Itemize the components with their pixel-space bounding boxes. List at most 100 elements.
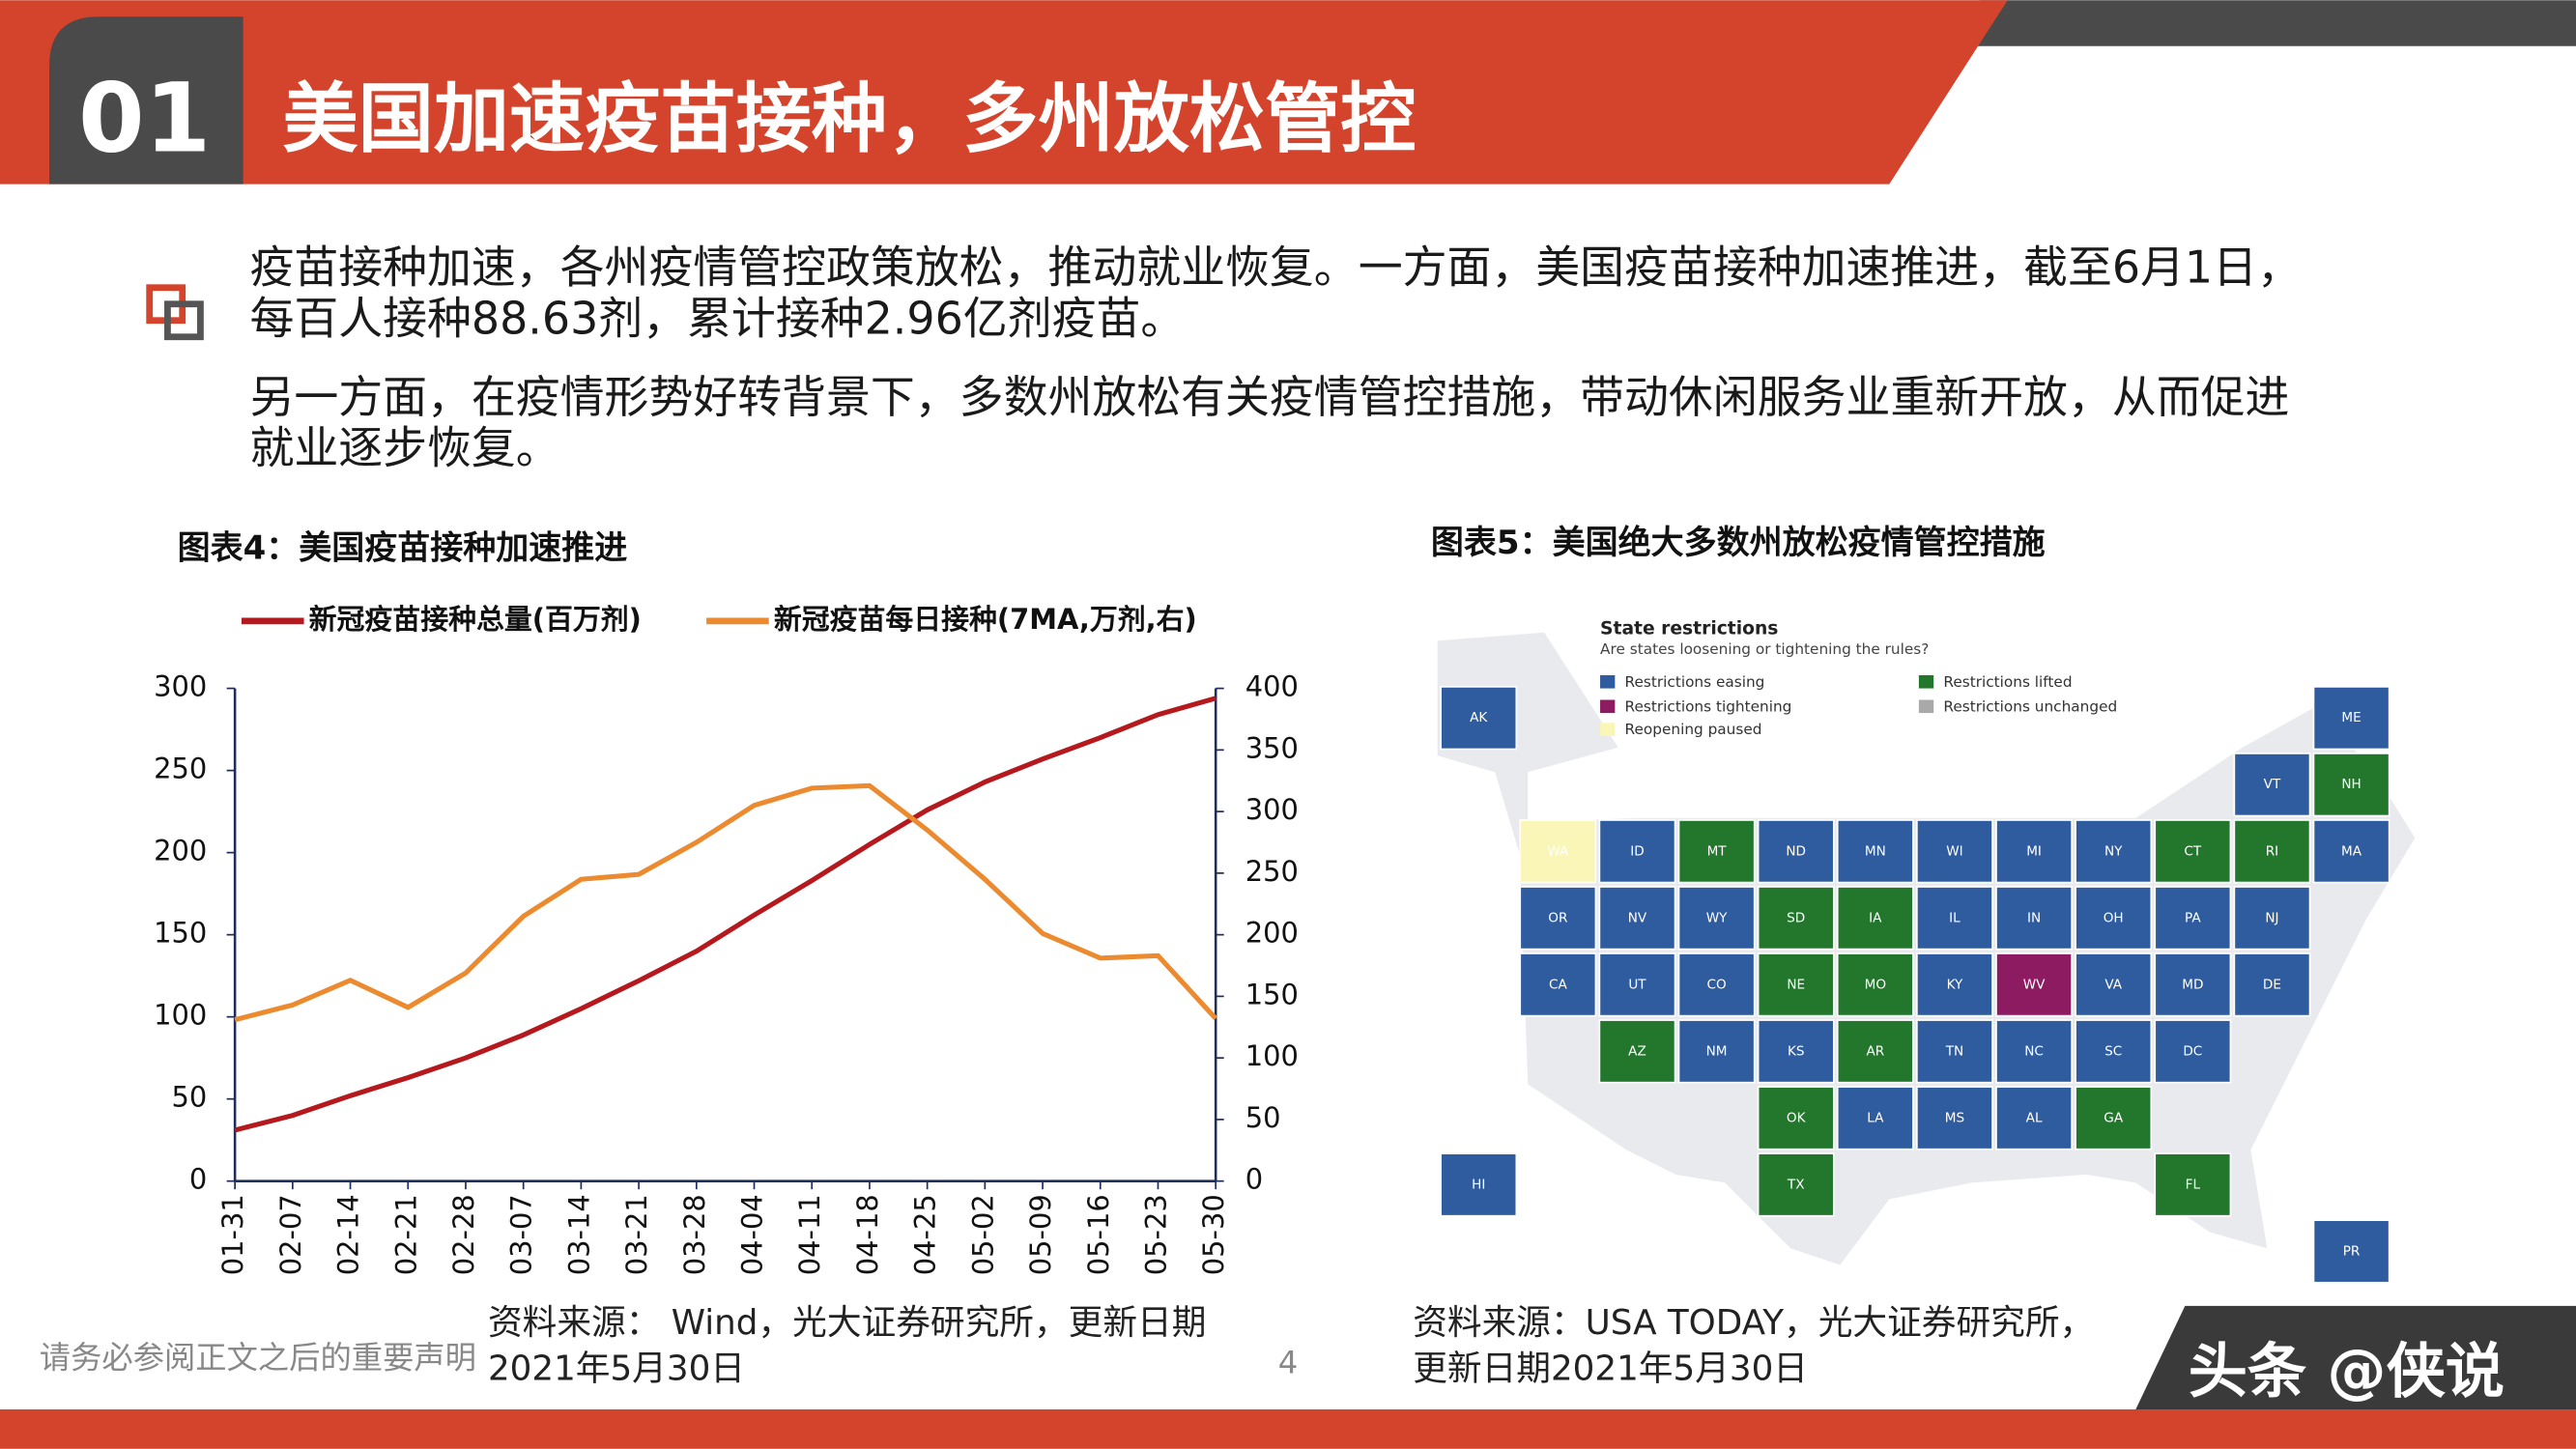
state-tile — [1836, 952, 1914, 1017]
y2-tick-label: 50 — [1245, 1101, 1281, 1134]
disclaimer: 请务必参阅正文之后的重要声明 — [40, 1340, 476, 1377]
watermark: 头条 @侠说 — [2189, 1337, 2504, 1406]
state-tile — [1836, 886, 1914, 951]
x-tick-label: 05-02 — [966, 1194, 999, 1275]
map-source: 更新日期2021年5月30日 — [1413, 1349, 1808, 1388]
state-tile — [2154, 1019, 2232, 1084]
x-tick-label: 04-11 — [793, 1194, 826, 1275]
state-tile — [1598, 886, 1676, 951]
paragraphs: 疫苗接种加速，各州疫情管控政策放松，推动就业恢复。一方面，美国疫苗接种加速推进，… — [249, 242, 2301, 474]
state-tile — [1757, 819, 1835, 884]
y2-tick-label: 100 — [1245, 1039, 1299, 1072]
state-tile — [2075, 1086, 2153, 1151]
legend-label: 新冠疫苗每日接种(7MA,万剂,右) — [774, 603, 1197, 636]
state-label: IA — [1869, 910, 1882, 925]
state-tile — [1916, 819, 1993, 884]
state-tile — [1598, 952, 1676, 1017]
state-label: NH — [2341, 777, 2361, 792]
state-tile — [1995, 1086, 2074, 1151]
state-tile — [2312, 686, 2390, 751]
state-tile — [1916, 1019, 1993, 1084]
watermark-band — [2135, 1305, 2576, 1410]
state-tile — [1995, 952, 2074, 1017]
state-tile — [1598, 819, 1676, 884]
x-tick-label: 04-04 — [736, 1194, 769, 1275]
legend-label: Restrictions easing — [1625, 673, 1765, 691]
state-label: VT — [2264, 777, 2281, 792]
state-tile — [1519, 819, 1597, 884]
state-label: TN — [1945, 1043, 1963, 1059]
y-tick-label: 250 — [154, 753, 207, 785]
tile-map: Restrictions easing Restrictions lifted Re… — [1440, 673, 2390, 1284]
legend-label: 新冠疫苗接种总量(百万剂) — [309, 603, 642, 636]
state-tile — [1519, 952, 1597, 1017]
state-label: DE — [2263, 977, 2281, 992]
state-label: CO — [1706, 977, 1726, 992]
state-tile — [2075, 952, 2153, 1017]
state-label: RI — [2266, 843, 2278, 859]
state-label: MA — [2341, 843, 2362, 859]
paragraph-line: 另一方面，在疫情形势好转背景下，多数州放松有关疫情管控措施，带动休闲服务业重新开… — [249, 371, 2289, 423]
state-tile — [1757, 1086, 1835, 1151]
state-tile — [2312, 819, 2390, 884]
state-label: KY — [1947, 977, 1963, 992]
state-label: NV — [1628, 910, 1647, 925]
state-label: MS — [1945, 1110, 1964, 1125]
legend-label: Restrictions tightening — [1625, 697, 1792, 715]
x-tick-label: 02-14 — [332, 1194, 365, 1275]
state-tile — [1916, 952, 1993, 1017]
state-tile — [2154, 819, 2232, 884]
state-label: AR — [1866, 1043, 1884, 1059]
header-number: 01 — [78, 64, 211, 175]
state-label: OH — [2104, 910, 2124, 925]
x-tick-label: 04-25 — [909, 1194, 942, 1275]
state-label: CA — [1549, 977, 1567, 992]
state-tile — [2154, 1152, 2232, 1217]
x-tick-label: 02-07 — [274, 1194, 307, 1275]
state-tile — [1677, 1019, 1756, 1084]
x-tick-label: 02-21 — [389, 1194, 422, 1275]
series-line — [234, 696, 1216, 1133]
state-tile — [1757, 1152, 1835, 1217]
x-tick-label: 03-21 — [620, 1194, 653, 1275]
state-label: MO — [1865, 977, 1886, 992]
y2-tick-label: 400 — [1245, 670, 1299, 703]
y2-tick-label: 250 — [1245, 855, 1299, 888]
state-label: HI — [1472, 1177, 1485, 1192]
state-label: WI — [1946, 843, 1962, 859]
state-tile — [1757, 952, 1835, 1017]
y-tick-label: 0 — [189, 1163, 207, 1196]
y2-tick-label: 300 — [1245, 793, 1299, 826]
x-tick-label: 04-18 — [851, 1194, 884, 1275]
y2-tick-label: 0 — [1245, 1163, 1263, 1196]
state-label: MN — [1865, 843, 1886, 859]
series-line — [234, 782, 1218, 1023]
state-label: WY — [1706, 910, 1728, 925]
legend-swatch — [1600, 674, 1616, 689]
state-label: ME — [2341, 710, 2361, 725]
bullet-icon — [164, 300, 204, 341]
chart-title: 图表4：美国疫苗接种加速推进 — [178, 528, 628, 567]
header-band — [0, 0, 2008, 185]
state-label: ID — [1630, 843, 1644, 859]
state-tile — [1519, 886, 1597, 951]
footer-band — [0, 1409, 2576, 1449]
paragraph-line: 疫苗接种加速，各州疫情管控政策放松，推动就业恢复。一方面，美国疫苗接种加速推进，… — [249, 242, 2301, 294]
state-tile — [1598, 1019, 1676, 1084]
state-tile — [2233, 819, 2311, 884]
state-tile — [1440, 686, 1518, 751]
y-tick-label: 100 — [154, 999, 207, 1032]
map-subheading: Are states loosening or tightening the r… — [1600, 640, 1929, 658]
state-label: NJ — [2265, 910, 2278, 925]
state-tile — [2075, 1019, 2153, 1084]
state-label: NE — [1787, 977, 1805, 992]
y2-tick-label: 150 — [1245, 978, 1299, 1010]
state-label: DC — [2183, 1043, 2202, 1059]
state-tile — [1836, 1086, 1914, 1151]
legend-label: Reopening paused — [1625, 721, 1762, 738]
sources: 资料来源： Wind，光大证券研究所，更新日期 2021年5月30日 资料来源：US… — [488, 1303, 2094, 1389]
state-tile — [2233, 952, 2311, 1017]
state-label: CT — [2184, 843, 2201, 859]
x-tick-label: 05-09 — [1024, 1194, 1057, 1275]
